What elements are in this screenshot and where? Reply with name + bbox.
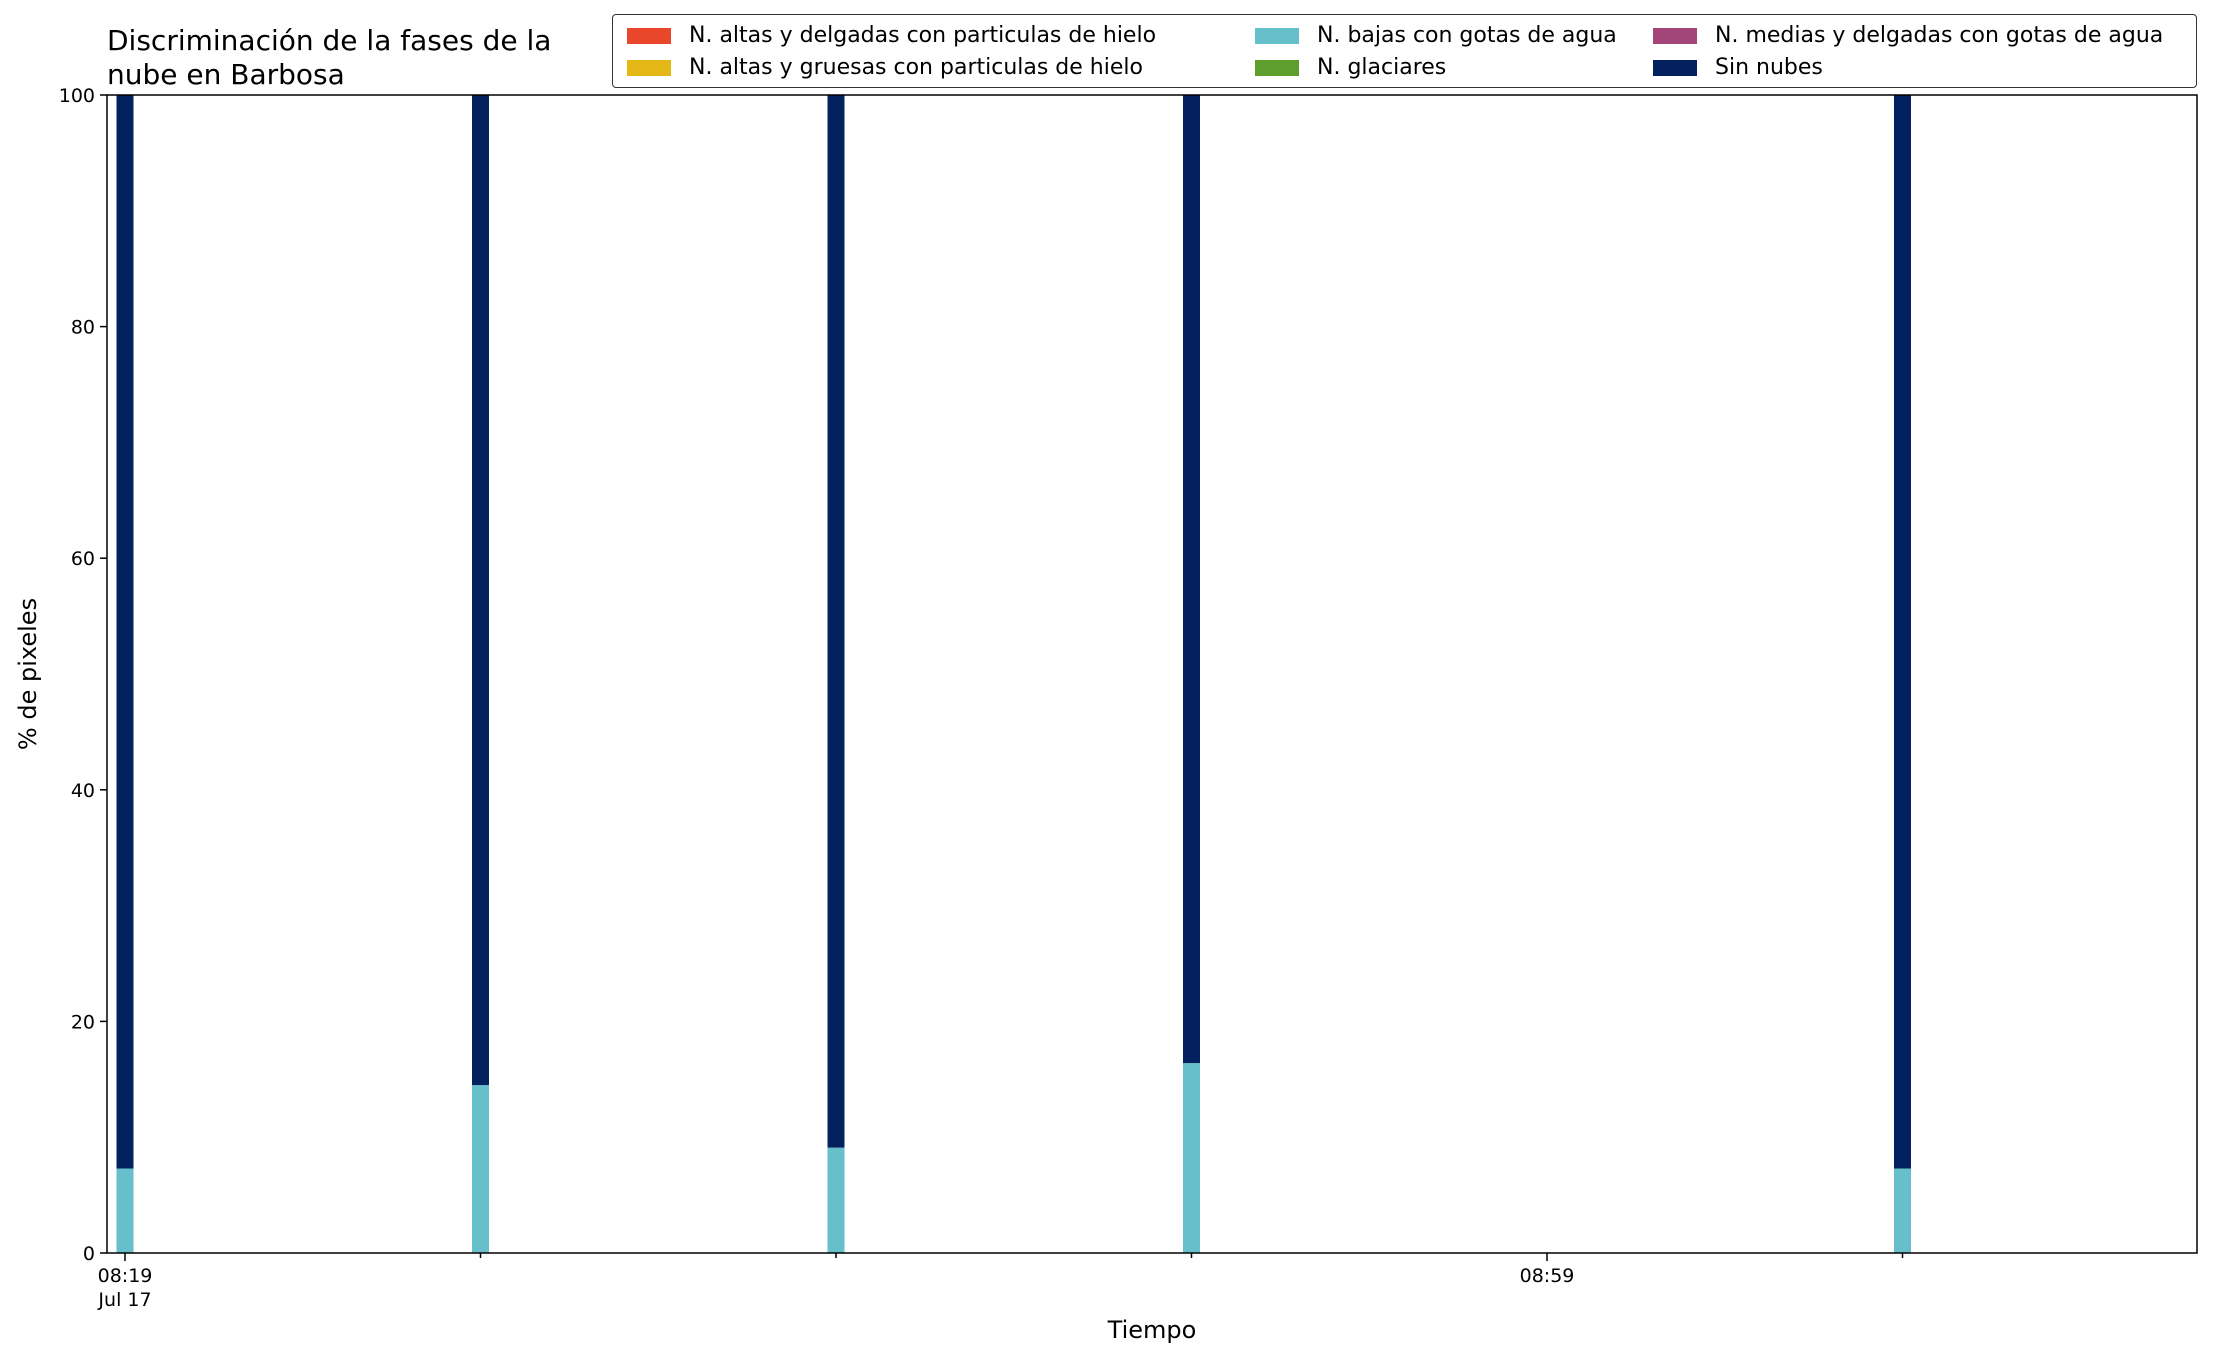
bar-segment: [472, 95, 489, 1086]
x-tick-label: 08:59: [1520, 1265, 1575, 1287]
bar-segment: [1183, 95, 1200, 1064]
legend-item-high-thick-ice: N. altas y gruesas con particulas de hie…: [627, 55, 1143, 81]
x-axis-label: Tiempo: [1107, 1316, 1197, 1344]
bar-segment: [827, 95, 845, 1148]
y-tick-label: 80: [71, 317, 95, 339]
bar-segment: [1894, 1168, 1911, 1253]
bar-segment: [827, 1147, 845, 1253]
bar-segment: [1183, 1063, 1200, 1253]
chart-title: Discriminación de la fases de la nube en…: [107, 24, 552, 91]
x-date-label: Jul 17: [97, 1289, 151, 1311]
bars-layer: [116, 95, 1911, 1253]
y-tick-label: 60: [71, 548, 95, 570]
bar-segment: [116, 1168, 134, 1253]
legend-swatch: [627, 28, 671, 44]
legend-label: Sin nubes: [1715, 55, 1823, 80]
legend-swatch: [627, 60, 671, 76]
legend-item-clear: Sin nubes: [1653, 55, 1823, 81]
y-tick-label: 100: [59, 85, 95, 107]
legend-swatch: [1255, 28, 1299, 44]
legend-swatch: [1255, 60, 1299, 76]
y-axis: 0 20 40 60 80 100: [59, 85, 107, 1265]
legend-label: N. glaciares: [1317, 55, 1447, 80]
legend-label: N. bajas con gotas de agua: [1317, 23, 1617, 48]
legend-item-low-water: N. bajas con gotas de agua: [1255, 23, 1617, 49]
legend-label: N. medias y delgadas con gotas de agua: [1715, 23, 2164, 48]
legend: N. altas y delgadas con particulas de hi…: [612, 14, 2197, 88]
y-tick-label: 0: [83, 1243, 95, 1265]
bar-segment: [1894, 95, 1911, 1169]
legend-swatch: [1653, 60, 1697, 76]
plot-frame: [106, 94, 2198, 1254]
legend-label: N. altas y gruesas con particulas de hie…: [689, 55, 1143, 80]
bar-segment: [116, 95, 134, 1169]
x-tick-label: 08:19: [98, 1265, 153, 1287]
legend-item-high-thin-ice: N. altas y delgadas con particulas de hi…: [627, 23, 1156, 49]
legend-item-glacier: N. glaciares: [1255, 55, 1446, 81]
y-tick-label: 40: [71, 780, 95, 802]
legend-swatch: [1653, 28, 1697, 44]
legend-item-mid-thin-water: N. medias y delgadas con gotas de agua: [1653, 23, 2163, 49]
y-axis-label: % de pixeles: [14, 598, 42, 750]
bar-segment: [472, 1085, 489, 1253]
legend-label: N. altas y delgadas con particulas de hi…: [689, 23, 1157, 48]
y-tick-label: 20: [71, 1011, 95, 1033]
